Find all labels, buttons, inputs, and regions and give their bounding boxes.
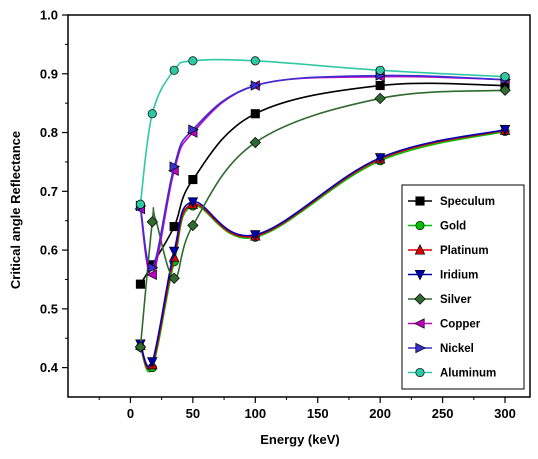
axes: 0 50 100 150 200 250 300 0.4 0.5 0.6 0.7 0.8 0.9 1.0: [40, 8, 531, 421]
data-point: [187, 197, 199, 208]
data-point: [188, 175, 198, 185]
y-tick-label: 1.0: [40, 8, 58, 23]
data-point: [499, 84, 511, 96]
data-point: [169, 65, 179, 75]
data-point: [499, 125, 511, 136]
legend-label: Iridium: [440, 270, 478, 282]
legend-item: Aluminum: [408, 368, 496, 380]
data-point: [188, 56, 198, 66]
x-tick-label: 100: [244, 406, 266, 421]
x-tick-label: 150: [307, 406, 329, 421]
data-point: [188, 124, 199, 135]
series-line: [139, 129, 506, 370]
x-tick-label: 300: [494, 406, 516, 421]
y-tick-label: 0.8: [40, 125, 58, 140]
data-point: [249, 136, 261, 149]
plot-frame: [67, 14, 531, 398]
legend-label: Nickel: [440, 343, 474, 355]
y-tick-label: 0.9: [40, 66, 58, 81]
legend-marker: [415, 342, 426, 354]
y-tick-label: 0.5: [40, 301, 58, 316]
legend-item: Silver: [408, 293, 472, 306]
legend-marker: [414, 318, 425, 329]
series-line: [139, 128, 506, 368]
series-layer: [134, 56, 512, 373]
x-tick-label: 200: [369, 406, 391, 421]
legend-label: Platinum: [440, 245, 489, 257]
legend-box: [401, 184, 525, 390]
series-silver: [134, 84, 511, 353]
legend-label: Speculum: [440, 196, 495, 208]
legend-label: Copper: [440, 319, 481, 331]
y-tick-label: 0.6: [40, 243, 58, 258]
legend-label: Gold: [440, 221, 466, 233]
data-point: [250, 56, 260, 66]
data-point: [375, 80, 385, 91]
data-point: [147, 357, 158, 368]
x-tick-label: 250: [432, 406, 454, 421]
x-axis-title: Energy (keV): [260, 432, 339, 447]
data-point: [250, 230, 261, 241]
data-point: [135, 279, 145, 289]
legend-item: Platinum: [408, 244, 489, 257]
y-tick-label: 0.4: [40, 360, 59, 375]
data-point: [374, 92, 386, 105]
legend-marker: [415, 367, 425, 378]
data-point: [168, 246, 180, 258]
legend-item: Nickel: [408, 342, 474, 355]
data-point: [250, 109, 260, 119]
legend-marker: [415, 220, 425, 231]
data-point: [375, 65, 385, 75]
x-tick-label: 50: [186, 406, 200, 421]
legend-marker: [415, 196, 425, 206]
legend-label: Silver: [440, 294, 472, 306]
data-point: [187, 219, 199, 232]
data-point: [250, 80, 262, 91]
data-point: [147, 262, 159, 273]
data-point: [374, 153, 386, 164]
legend-item: Gold: [408, 221, 466, 233]
data-point: [168, 272, 180, 284]
data-point: [169, 161, 181, 172]
data-point: [146, 216, 158, 228]
legend-item: Copper: [408, 318, 481, 331]
series-aluminum: [135, 56, 510, 209]
y-tick-label: 0.7: [40, 184, 58, 199]
data-point: [147, 109, 157, 119]
data-point: [500, 72, 510, 82]
series-iridium: [135, 125, 511, 368]
data-point: [135, 199, 145, 209]
y-axis-title: Critical angle Reflectance: [8, 131, 23, 289]
x-tick-label: 0: [127, 406, 134, 421]
legend: Speculum Gold Platinum Iridium Silver Copper N…: [401, 184, 525, 390]
legend-label: Aluminum: [440, 368, 496, 380]
legend-marker: [414, 244, 426, 255]
data-point: [169, 222, 179, 232]
legend-marker: [414, 269, 426, 281]
legend-marker: [414, 293, 426, 305]
data-point: [146, 269, 157, 281]
data-point: [134, 341, 147, 353]
legend-item: Speculum: [408, 196, 495, 208]
legend-item: Iridium: [408, 270, 478, 282]
